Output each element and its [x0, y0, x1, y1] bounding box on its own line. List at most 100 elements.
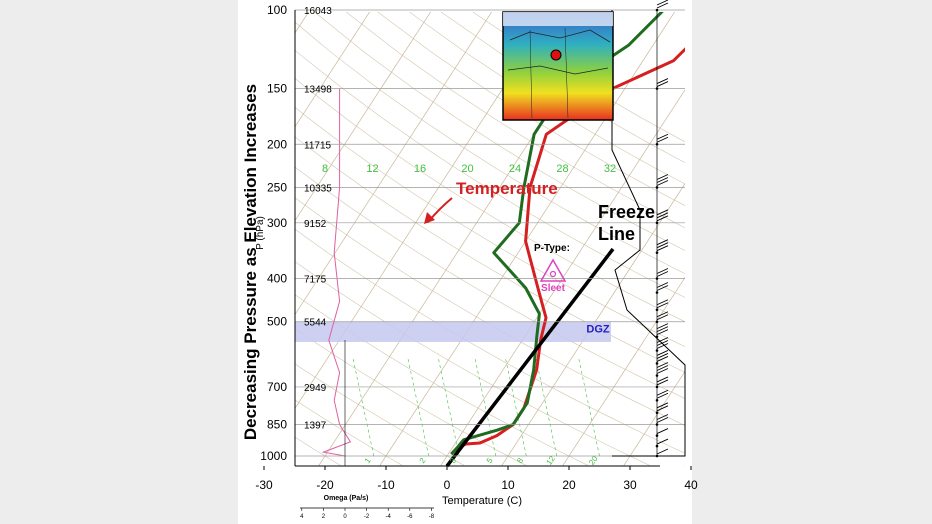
wind-barb-dot — [655, 454, 659, 458]
wind-barb-flag — [656, 302, 669, 309]
wind-barb — [655, 362, 669, 377]
wind-barb-flag — [656, 299, 669, 306]
isotherm-line — [295, 12, 432, 222]
wind-barb — [655, 282, 669, 294]
wind-barb-dot — [655, 277, 659, 280]
wind-barb-flag — [656, 212, 669, 219]
wind-barb-dot — [655, 308, 659, 312]
wind-barb-flag — [656, 376, 669, 383]
omega-tick-label: 4 — [300, 514, 304, 520]
wind-barb-flag — [656, 285, 669, 291]
height-label: 1397 — [304, 421, 327, 432]
wind-barb-dot — [655, 186, 659, 189]
wind-barb-flag — [656, 0, 669, 6]
wind-barb — [655, 299, 669, 312]
wind-barb — [655, 0, 669, 12]
wind-barb-flag — [656, 215, 669, 222]
dgz-band — [295, 321, 611, 342]
pressure-tick-label: 700 — [267, 380, 287, 394]
wind-barb-flag — [656, 389, 669, 396]
wind-barb-dot — [655, 251, 659, 254]
pressure-tick-label: 150 — [267, 82, 287, 96]
height-label: 5544 — [304, 318, 327, 329]
isotherm-line — [295, 12, 371, 128]
wind-barb-dot — [655, 291, 659, 294]
wind-barb-flag — [656, 133, 669, 140]
wind-barb-flag — [656, 402, 669, 409]
wind-barb-flag — [656, 81, 669, 87]
isotherm-line — [0, 0, 255, 465]
omega-tick-label: -4 — [386, 514, 392, 520]
wind-barb — [655, 209, 669, 225]
omega-tick-label: 0 — [343, 514, 347, 520]
wind-barb-flag — [656, 311, 669, 318]
sleet-dot-icon — [549, 270, 557, 278]
wind-barb-flag — [656, 414, 669, 420]
mixing-ratio-line — [474, 356, 497, 457]
isotherm-line — [379, 12, 676, 466]
wind-barb-flag — [656, 392, 669, 399]
dry-adiabat-line — [295, 328, 527, 466]
x-tick-label: 10 — [501, 478, 515, 492]
wind-barb-flag — [656, 428, 669, 435]
wind-barb-flag — [656, 326, 669, 333]
height-label: 7175 — [304, 275, 327, 286]
wind-barb — [655, 428, 669, 437]
isotherm-line — [746, 0, 932, 465]
mixing-ratio-line — [352, 356, 375, 457]
wind-barb-flag — [656, 379, 669, 386]
wind-barb-dot — [655, 221, 659, 225]
wind-barb-flag — [656, 271, 669, 277]
dry-adiabat-line — [295, 49, 685, 298]
wind-barb-flag — [656, 245, 669, 252]
wind-barb — [655, 438, 669, 448]
outer-y-axis-title: Decreasing Pressure as Elevation Increas… — [241, 84, 260, 440]
wind-barb-flag — [656, 209, 669, 216]
wind-barb-flag — [656, 343, 669, 349]
ptype-label: P-Type: — [534, 243, 570, 254]
dry-adiabat-line — [295, 106, 685, 348]
wind-barb-dot — [655, 385, 659, 389]
wind-barb — [655, 389, 669, 402]
omega-tick-label: -8 — [429, 514, 435, 520]
right-panel-boundary — [611, 10, 686, 457]
pressure-tick-label: 300 — [267, 216, 287, 230]
wind-barb-dot — [655, 434, 659, 437]
wind-barb-dot — [655, 423, 659, 426]
wind-barb — [655, 448, 669, 458]
wind-barb-flag — [656, 340, 669, 346]
wind-barb — [655, 323, 669, 338]
wind-barb-flag — [656, 174, 669, 180]
wind-barb — [655, 174, 669, 189]
wind-barb-dot — [655, 374, 659, 377]
dry-adiabat-line — [295, 21, 685, 274]
wind-barb-flag — [656, 282, 669, 288]
pressure-tick-label: 250 — [267, 180, 287, 194]
wind-barb — [655, 133, 669, 146]
dry-adiabat-line — [295, 77, 685, 323]
isotherm-value-label: 28 — [556, 163, 568, 175]
wind-barb-dot — [655, 320, 659, 324]
wind-barb-dot — [655, 362, 659, 365]
wind-barb-flag — [656, 314, 669, 321]
dry-adiabat-line — [295, 294, 589, 466]
freeze-line-label-1: Freeze — [598, 202, 655, 222]
wind-barb-flag — [656, 365, 669, 371]
isotherm-value-label: 20 — [461, 163, 473, 175]
y-axis-title: P (hPa) — [255, 216, 266, 250]
pressure-tick-label: 400 — [267, 272, 287, 286]
wind-barb-dot — [655, 8, 659, 12]
location-star-icon — [550, 49, 562, 61]
mixing-ratio-label: 2 — [418, 456, 428, 465]
dry-adiabat-line — [377, 12, 685, 206]
wind-barb-dot — [655, 411, 659, 415]
wind-barb-dot — [655, 87, 659, 90]
wind-barb-dot — [655, 335, 659, 338]
wind-barb-dot — [655, 398, 659, 402]
mixing-ratio-label: 5 — [485, 456, 495, 465]
inset-map — [502, 11, 614, 121]
wind-barb-flag — [656, 268, 669, 274]
wind-barb-dot — [655, 142, 659, 146]
omega-axis-title: Omega (Pa/s) — [324, 495, 369, 502]
mixing-ratio-line — [535, 356, 558, 457]
